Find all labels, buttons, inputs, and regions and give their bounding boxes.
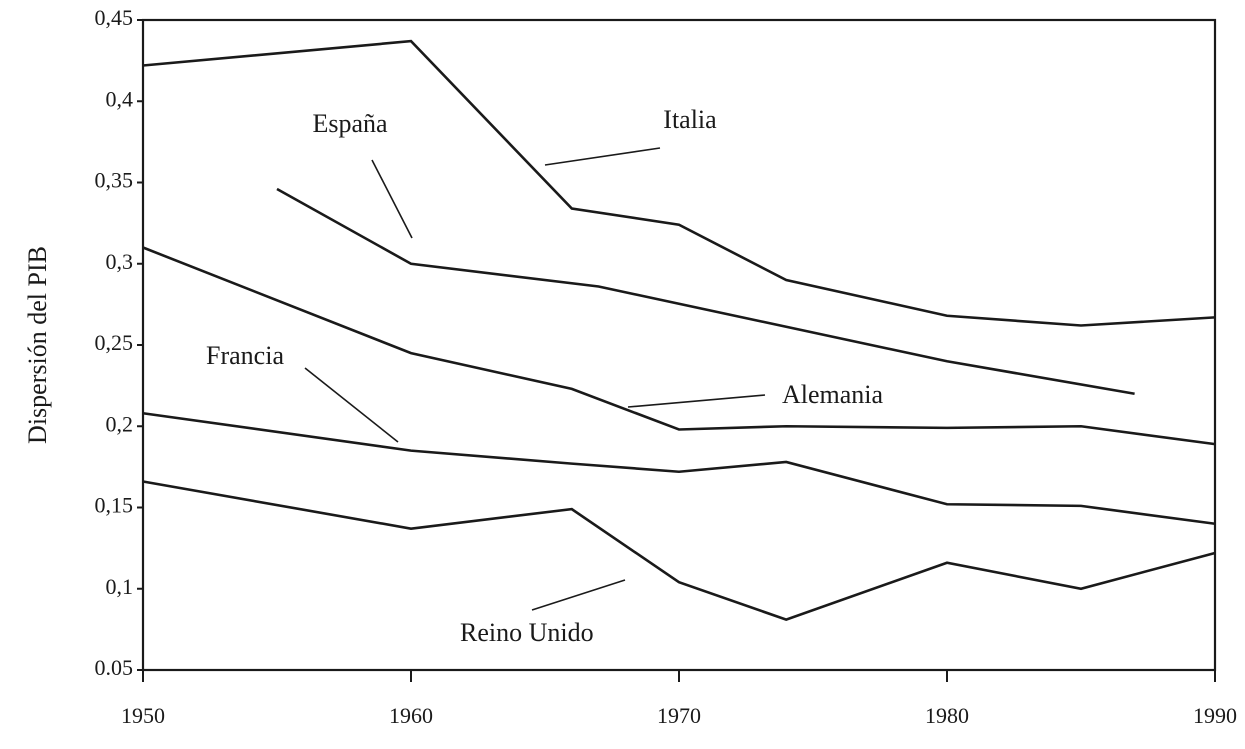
leader-line: [304, 367, 399, 443]
y-tick-label: 0,2: [106, 411, 134, 436]
series-label: Reino Unido: [460, 618, 594, 647]
y-tick-label: 0,1: [106, 574, 134, 599]
y-tick-label: 0,3: [106, 249, 134, 274]
y-tick-label: 0,45: [95, 5, 134, 30]
x-tick-label: 1960: [389, 703, 433, 728]
leader-line: [531, 579, 626, 611]
series-label: Italia: [663, 105, 717, 134]
series-line: [142, 480, 1216, 622]
series-line: [142, 39, 1216, 327]
y-axis-label: Dispersión del PIB: [23, 246, 52, 444]
y-tick-label: 0,35: [95, 168, 134, 193]
series-label: España: [312, 109, 388, 138]
y-tick-label: 0.05: [95, 655, 134, 680]
x-tick-label: 1980: [925, 703, 969, 728]
x-tick-label: 1970: [657, 703, 701, 728]
y-tick-label: 0,4: [106, 86, 134, 111]
series-line: [276, 187, 1135, 396]
series-label: Francia: [206, 341, 284, 370]
leader-line: [371, 159, 413, 239]
series-line: [142, 411, 1216, 526]
x-tick-label: 1950: [121, 703, 165, 728]
y-tick-label: 0,15: [95, 493, 134, 518]
series-label: Alemania: [782, 380, 884, 409]
x-tick-label: 1990: [1193, 703, 1237, 728]
leader-line: [544, 147, 661, 166]
y-tick-label: 0,25: [95, 330, 134, 355]
leader-line: [627, 394, 766, 408]
series-line: [142, 246, 1216, 446]
